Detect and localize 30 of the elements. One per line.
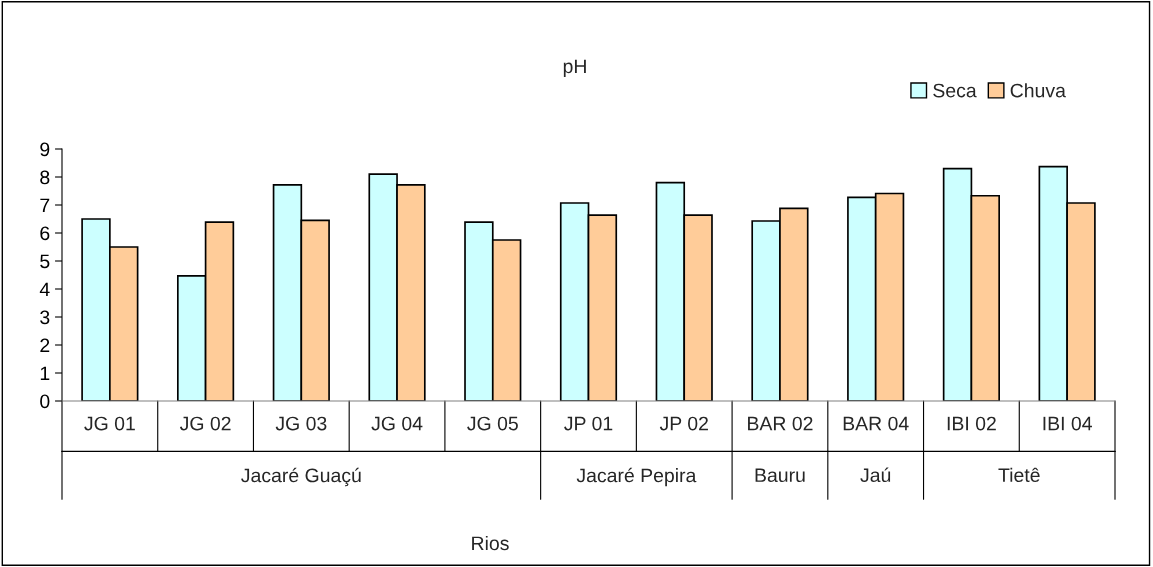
y-tick-label: 7: [40, 198, 50, 213]
x-tick-label: JG 01: [84, 416, 135, 431]
x-tick-label: JP 01: [564, 416, 613, 431]
legend-label: Chuva: [1010, 83, 1066, 98]
y-tick-label: 6: [40, 226, 50, 241]
x-tick-label: BAR 04: [843, 416, 909, 431]
chart-title: pH: [563, 59, 586, 78]
text: Jacaré Guaçú: [241, 467, 361, 487]
y-tick-label: 8: [40, 170, 50, 185]
text: Jaú: [860, 467, 891, 483]
text: Rios: [472, 535, 509, 551]
text: Tietê: [998, 467, 1040, 483]
y-tick-label: 2: [40, 338, 50, 353]
x-tick-label: JP 02: [659, 416, 708, 431]
text: Bauru: [755, 468, 805, 483]
y-tick-label: 0: [40, 394, 50, 409]
y-tick-label: 9: [40, 142, 50, 157]
x-tick-label: BAR 02: [748, 416, 813, 431]
y-tick-label: 1: [40, 366, 50, 381]
x-tick-label: IBI 02: [947, 416, 996, 431]
y-tick-label: 3: [40, 310, 50, 325]
x-tick-label: JG 03: [275, 416, 327, 431]
x-tick-label: IBI 04: [1043, 416, 1092, 431]
x-tick-label: JG 04: [371, 416, 423, 431]
legend-label: Seca: [933, 83, 977, 98]
y-tick-label: 4: [39, 282, 50, 297]
text: Jacaré Pepira: [576, 467, 697, 487]
y-tick-label: 5: [40, 254, 50, 269]
x-tick-label: JG 02: [179, 416, 231, 431]
x-tick-label: JG 05: [467, 416, 518, 431]
